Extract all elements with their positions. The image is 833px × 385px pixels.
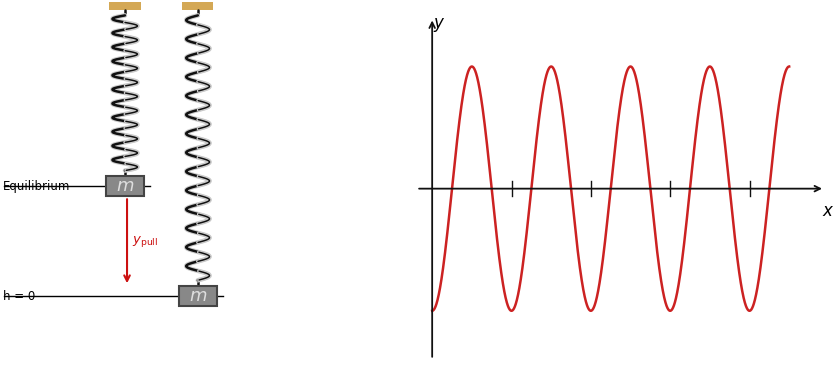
Bar [109,2,141,10]
Text: h = 0: h = 0 [3,290,36,303]
Text: $y_\mathrm{pull}$: $y_\mathrm{pull}$ [132,234,158,249]
Bar [182,2,213,10]
Text: m: m [116,177,134,195]
Bar [179,286,217,306]
Text: y: y [434,14,443,32]
Text: x: x [822,202,832,219]
Text: Equilibrium: Equilibrium [3,180,71,193]
Bar [107,176,143,196]
Text: m: m [189,287,207,305]
